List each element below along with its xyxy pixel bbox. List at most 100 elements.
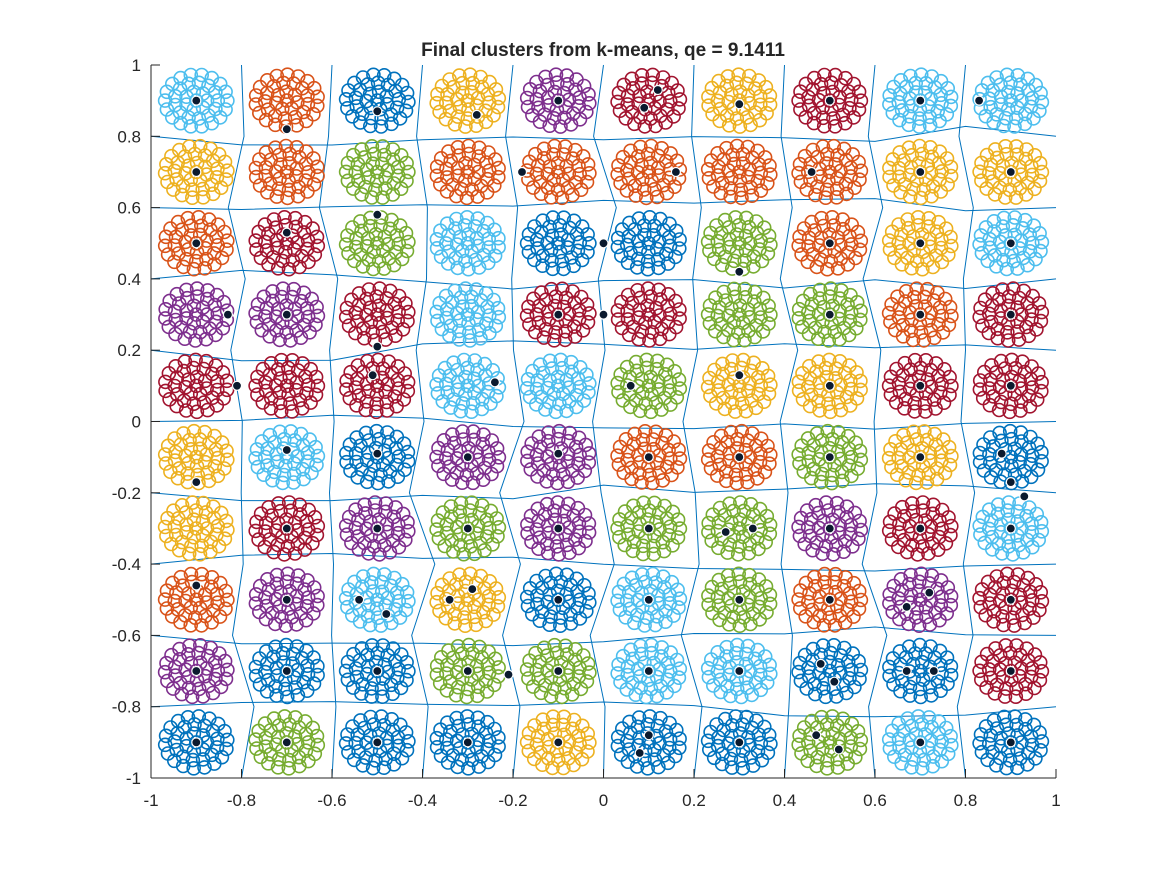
- centroid-marker: [489, 377, 500, 388]
- data-point: [581, 87, 596, 102]
- data-point: [979, 680, 994, 695]
- data-point: [429, 232, 445, 247]
- data-point: [900, 212, 915, 227]
- data-point: [189, 458, 205, 474]
- data-point: [263, 355, 279, 371]
- data-point: [205, 186, 221, 202]
- data-point: [213, 575, 228, 591]
- data-point: [974, 245, 990, 261]
- data-point: [175, 749, 191, 765]
- data-point: [643, 138, 659, 154]
- centroid-marker: [553, 523, 564, 534]
- data-point: [557, 332, 573, 348]
- data-point: [344, 535, 359, 551]
- data-point: [195, 728, 211, 743]
- data-point: [374, 709, 389, 724]
- cluster-blob: [157, 210, 235, 277]
- centroid-marker: [281, 665, 292, 677]
- data-point: [612, 529, 627, 545]
- data-point: [307, 509, 323, 525]
- centroid-marker: [924, 587, 935, 598]
- data-point: [551, 423, 567, 439]
- data-point: [793, 102, 808, 117]
- data-point: [554, 281, 570, 297]
- data-point: [220, 93, 235, 108]
- data-point: [251, 604, 267, 620]
- data-point: [485, 362, 501, 378]
- data-point: [1033, 584, 1048, 600]
- data-point: [1018, 686, 1034, 702]
- data-point: [981, 325, 997, 341]
- data-point: [369, 423, 384, 439]
- data-point: [738, 670, 754, 686]
- data-point: [711, 242, 727, 258]
- data-point: [195, 190, 211, 205]
- data-point: [219, 741, 234, 757]
- centroid-marker: [915, 238, 926, 249]
- boundary-horizontal: [150, 269, 1057, 290]
- data-point: [172, 105, 188, 120]
- data-point: [217, 154, 233, 170]
- data-point: [197, 454, 213, 470]
- data-point: [581, 525, 597, 540]
- data-point: [672, 232, 687, 247]
- data-point: [476, 223, 492, 239]
- data-point: [467, 353, 483, 368]
- data-point: [350, 358, 366, 373]
- centroid-marker: [824, 452, 835, 463]
- data-point: [639, 352, 654, 368]
- data-point: [456, 352, 472, 368]
- data-point: [367, 182, 383, 198]
- data-point: [176, 363, 192, 379]
- data-point: [478, 114, 494, 130]
- data-point: [181, 546, 197, 562]
- data-point: [700, 733, 716, 749]
- data-point: [481, 520, 497, 536]
- y-tick-label: 0.4: [117, 270, 141, 289]
- data-point: [251, 105, 267, 121]
- data-point: [386, 746, 402, 762]
- data-point: [519, 734, 535, 750]
- data-point: [519, 235, 535, 251]
- data-point: [851, 583, 867, 599]
- data-point: [669, 652, 685, 668]
- data-point: [386, 509, 402, 525]
- data-point: [658, 246, 674, 262]
- data-point: [310, 308, 326, 324]
- data-point: [548, 404, 564, 420]
- data-point: [442, 571, 458, 586]
- data-point: [640, 261, 656, 277]
- data-point: [1019, 319, 1034, 335]
- data-point: [258, 644, 274, 659]
- data-point: [811, 393, 826, 409]
- data-point: [351, 286, 367, 301]
- data-point: [610, 520, 625, 536]
- data-point: [304, 291, 320, 307]
- data-point: [249, 314, 265, 330]
- data-point: [447, 117, 463, 132]
- data-point: [563, 616, 579, 631]
- data-point: [1012, 587, 1028, 603]
- data-point: [812, 291, 828, 306]
- cluster-blob: [338, 67, 416, 134]
- data-point: [270, 260, 286, 276]
- boundary-vertical: [956, 64, 976, 779]
- data-point: [656, 177, 671, 193]
- data-point: [549, 75, 565, 90]
- cluster-blob: [610, 352, 688, 420]
- data-point: [210, 93, 226, 108]
- data-point: [974, 744, 990, 760]
- data-point: [882, 586, 898, 602]
- data-point: [729, 227, 745, 242]
- data-point: [438, 376, 454, 392]
- data-point: [309, 527, 325, 543]
- data-point: [642, 467, 657, 483]
- data-point: [381, 354, 397, 370]
- data-point: [220, 662, 235, 678]
- data-point: [972, 373, 988, 388]
- data-point: [536, 151, 552, 166]
- data-point: [882, 88, 898, 103]
- data-point: [901, 639, 917, 655]
- data-point: [611, 158, 626, 173]
- data-point: [582, 306, 597, 321]
